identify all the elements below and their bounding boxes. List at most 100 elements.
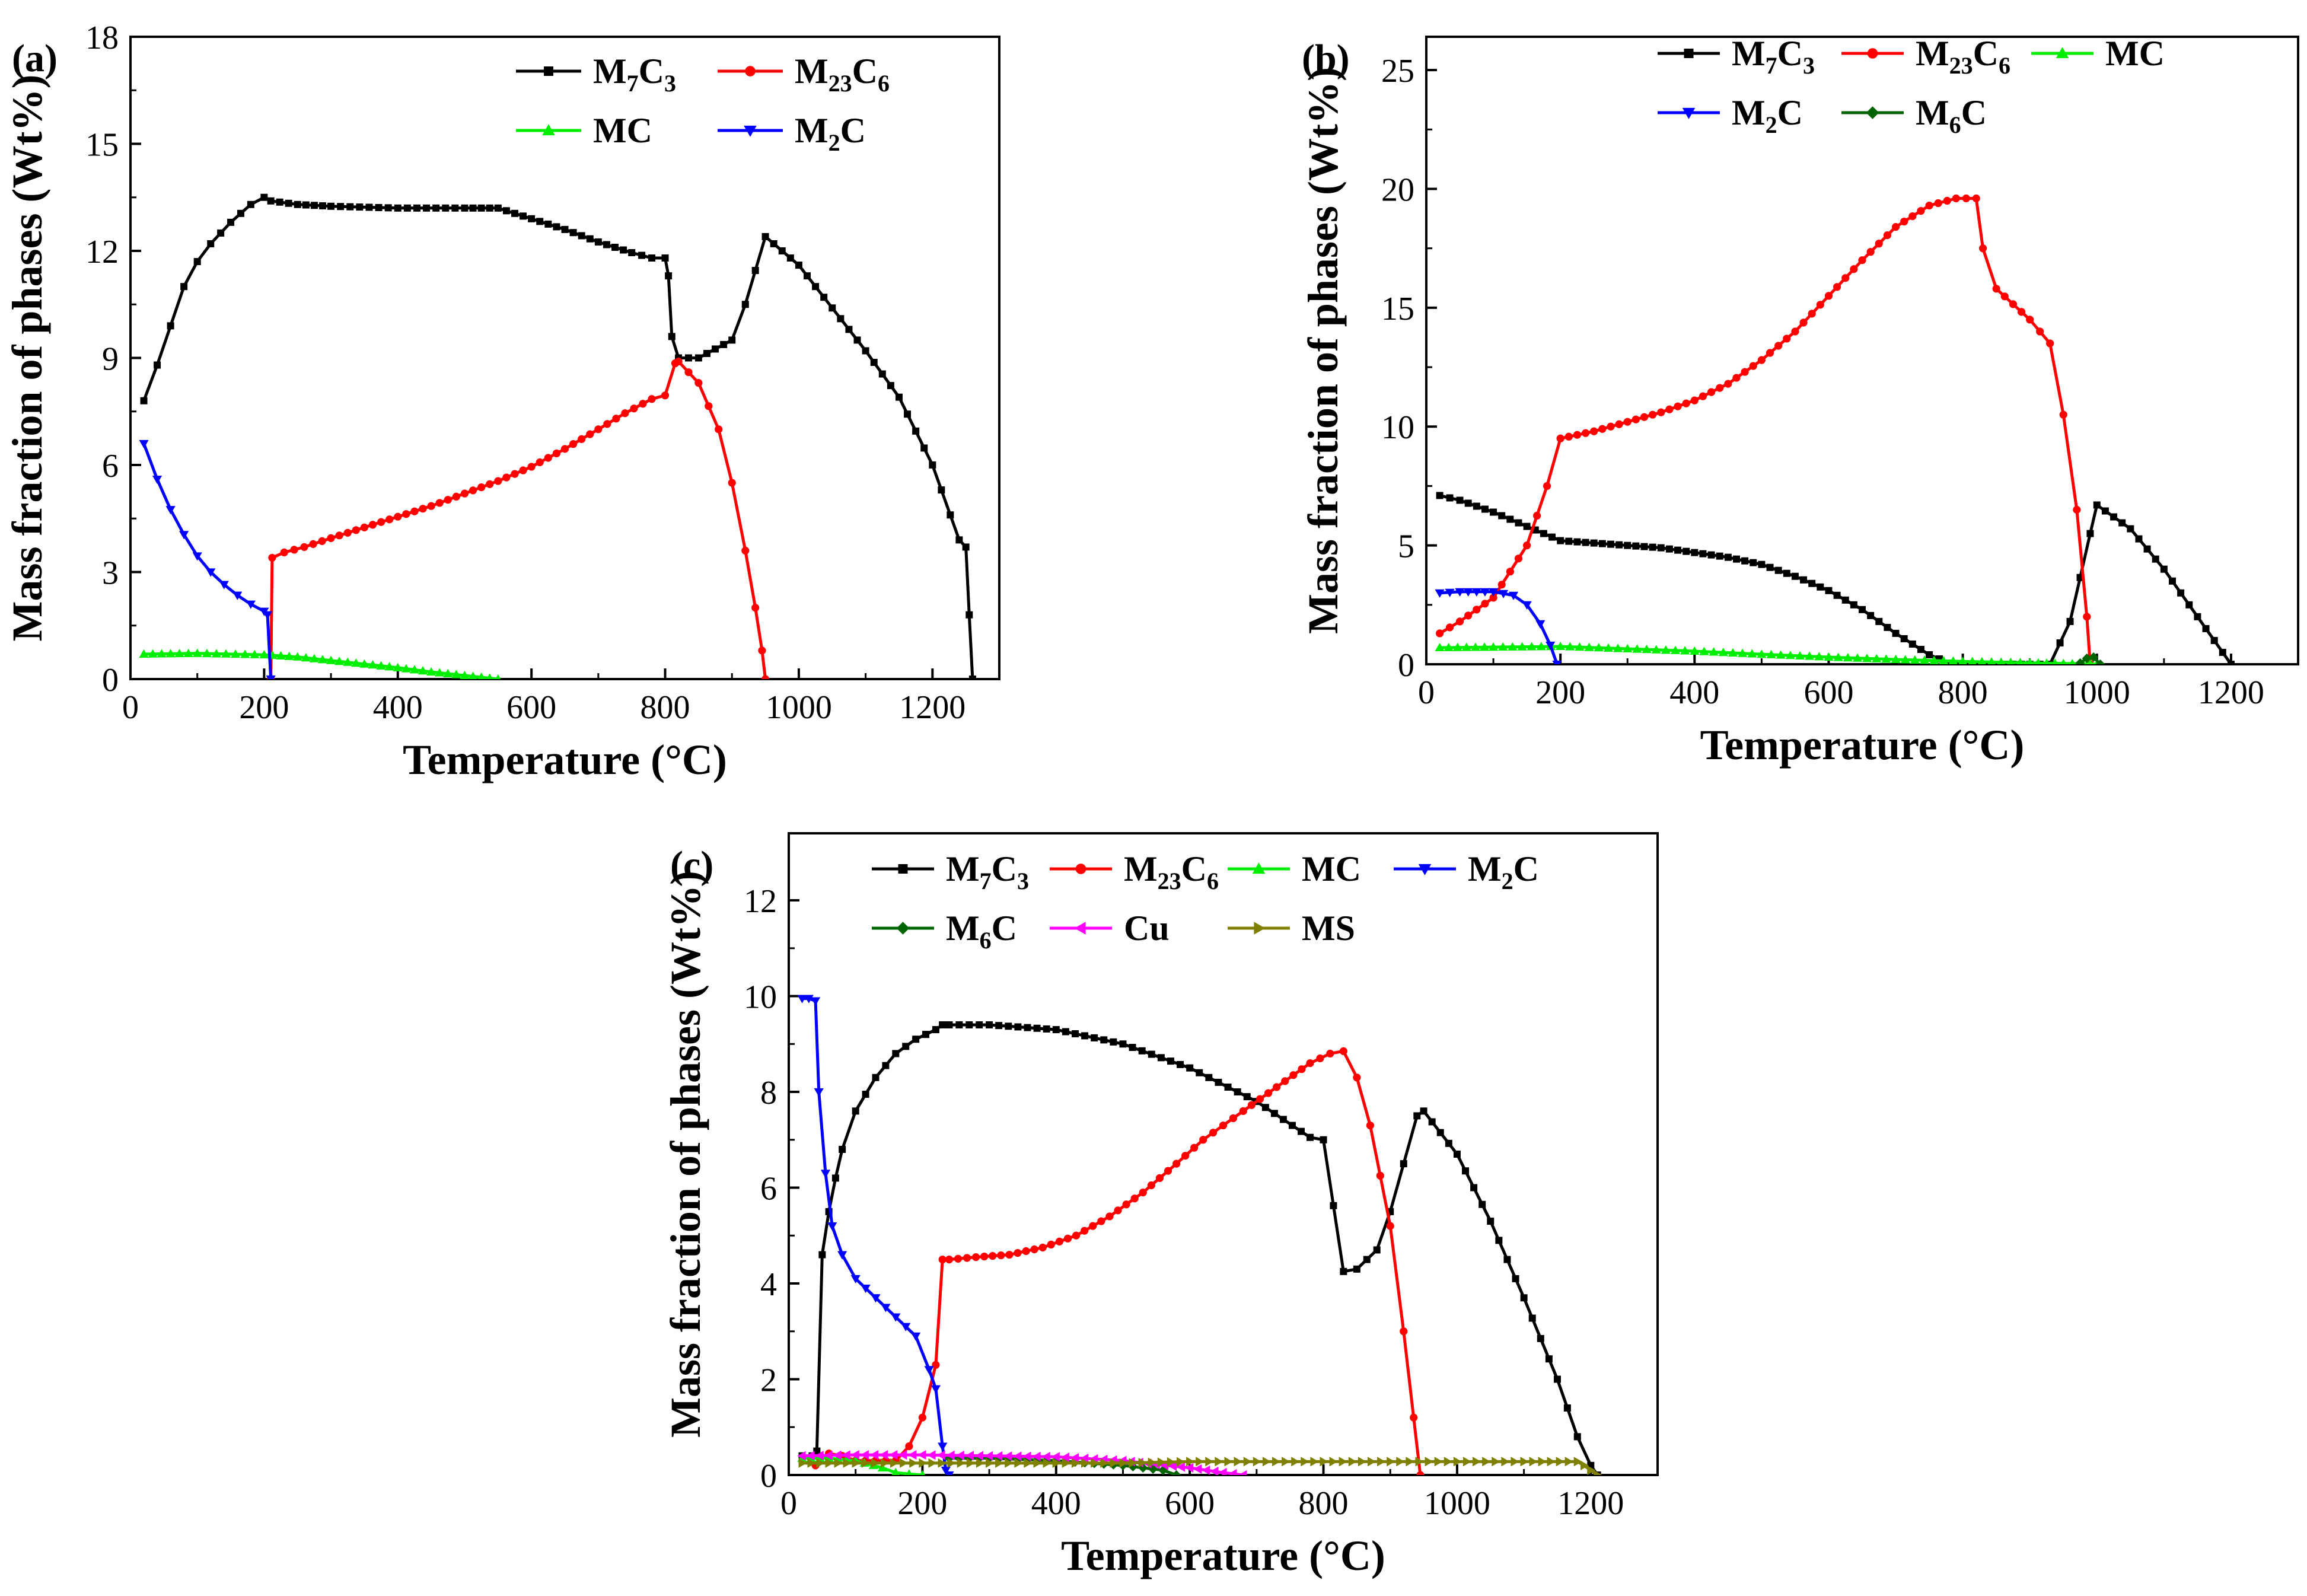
data-point-MC bbox=[1536, 642, 1546, 651]
data-point-MC bbox=[409, 665, 420, 674]
data-point-MS bbox=[1205, 1457, 1214, 1467]
data-point-M7C3 bbox=[1363, 1256, 1371, 1263]
data-point-M7C3 bbox=[2118, 519, 2126, 527]
data-point-M7C3 bbox=[968, 676, 976, 679]
data-point-M23C6 bbox=[945, 1256, 954, 1264]
data-point-MS bbox=[1564, 1457, 1573, 1467]
series-line-M23C6 bbox=[1439, 197, 2092, 664]
data-point-M7C3 bbox=[1758, 560, 1766, 568]
data-point-M2C bbox=[152, 475, 162, 485]
data-point-MC bbox=[1958, 657, 1967, 664]
data-point-M23C6 bbox=[1400, 1327, 1408, 1336]
data-point-MS bbox=[1329, 1457, 1338, 1467]
data-point-Cu bbox=[888, 1450, 898, 1460]
data-point-M23C6 bbox=[394, 512, 402, 521]
data-point-M7C3 bbox=[1545, 1355, 1553, 1363]
data-point-M7C3 bbox=[1330, 1202, 1337, 1209]
data-point-M7C3 bbox=[1445, 1139, 1452, 1147]
panel-label: (b) bbox=[1302, 37, 1350, 80]
legend: M7C3 M23C6 MC M2C bbox=[516, 52, 890, 156]
data-point-M7C3 bbox=[2185, 601, 2193, 609]
data-point-M23C6 bbox=[1716, 384, 1724, 392]
data-point-MS bbox=[880, 1458, 890, 1468]
data-point-MC bbox=[1785, 651, 1795, 660]
data-point-M23C6 bbox=[1306, 1059, 1314, 1068]
data-point-M23C6 bbox=[1962, 194, 1970, 203]
series-M7C3 bbox=[798, 1021, 1601, 1475]
data-point-MC bbox=[183, 648, 193, 657]
data-point-Cu bbox=[936, 1450, 945, 1460]
data-point-M23C6 bbox=[1799, 318, 1808, 327]
legend-marker-M7C3 bbox=[1684, 49, 1694, 58]
data-point-M23C6 bbox=[377, 518, 385, 526]
data-point-M7C3 bbox=[2194, 613, 2201, 620]
data-point-Cu bbox=[806, 1451, 815, 1461]
data-point-M23C6 bbox=[1055, 1237, 1064, 1245]
data-point-M7C3 bbox=[628, 249, 636, 257]
data-point-M7C3 bbox=[1791, 572, 1799, 580]
data-point-M23C6 bbox=[1481, 600, 1489, 608]
data-point-Cu bbox=[1238, 1470, 1247, 1475]
data-point-M7C3 bbox=[1841, 596, 1849, 604]
data-point-M23C6 bbox=[997, 1251, 1005, 1260]
data-point-M7C3 bbox=[1665, 545, 1673, 553]
data-point-MS bbox=[1339, 1457, 1347, 1467]
data-point-M23C6 bbox=[1883, 231, 1892, 240]
data-point-M7C3 bbox=[1657, 544, 1665, 552]
data-point-M23C6 bbox=[2036, 327, 2044, 336]
data-point-MS bbox=[966, 1458, 975, 1468]
data-point-M23C6 bbox=[1436, 629, 1444, 638]
data-point-M7C3 bbox=[1478, 1200, 1486, 1208]
series-M6C bbox=[2075, 652, 2105, 664]
data-point-M7C3 bbox=[553, 223, 560, 231]
legend-marker-MC bbox=[2056, 47, 2069, 59]
data-point-MC bbox=[1997, 657, 2005, 664]
x-tick-label: 400 bbox=[1669, 674, 1719, 711]
data-point-MC bbox=[1737, 648, 1748, 657]
data-point-M7C3 bbox=[356, 203, 364, 211]
data-point-Cu bbox=[833, 1450, 842, 1460]
data-point-M7C3 bbox=[939, 1021, 947, 1028]
data-point-M23C6 bbox=[1316, 1054, 1324, 1063]
data-point-Cu bbox=[927, 1450, 936, 1460]
data-point-M7C3 bbox=[804, 272, 811, 280]
data-point-M7C3 bbox=[1224, 1083, 1232, 1091]
y-tick-label: 15 bbox=[1381, 291, 1414, 327]
data-point-M7C3 bbox=[180, 283, 188, 291]
data-point-MC bbox=[211, 649, 221, 658]
data-point-M23C6 bbox=[1239, 1107, 1247, 1115]
data-point-M23C6 bbox=[741, 546, 750, 555]
data-point-Cu bbox=[1041, 1451, 1050, 1462]
data-point-M7C3 bbox=[1420, 1107, 1427, 1115]
data-point-M7C3 bbox=[751, 267, 759, 275]
data-point-M23C6 bbox=[1190, 1143, 1199, 1152]
data-point-M23C6 bbox=[1978, 244, 1987, 253]
data-point-M7C3 bbox=[1867, 611, 1875, 619]
data-point-M7C3 bbox=[962, 543, 970, 551]
data-point-M23C6 bbox=[1497, 581, 1506, 589]
data-point-M2C bbox=[924, 1366, 934, 1375]
data-point-MS bbox=[816, 1458, 825, 1468]
data-point-M7C3 bbox=[267, 197, 275, 205]
data-point-MC bbox=[326, 655, 336, 664]
y-tick-label: 8 bbox=[760, 1075, 777, 1111]
data-point-M23C6 bbox=[343, 528, 352, 537]
data-point-M23C6 bbox=[1707, 388, 1716, 396]
data-point-M23C6 bbox=[1783, 335, 1791, 343]
data-point-M7C3 bbox=[887, 382, 894, 390]
data-point-MS bbox=[938, 1458, 947, 1468]
data-point-MS bbox=[1492, 1457, 1500, 1467]
data-point-Cu bbox=[984, 1451, 993, 1461]
data-point-M7C3 bbox=[2135, 535, 2143, 543]
data-point-M7C3 bbox=[1373, 1246, 1381, 1254]
data-point-MS bbox=[1138, 1458, 1147, 1468]
data-point-M6C bbox=[2082, 653, 2092, 664]
data-point-M23C6 bbox=[402, 510, 410, 518]
data-point-M7C3 bbox=[1833, 591, 1841, 599]
data-point-M7C3 bbox=[469, 204, 477, 212]
data-point-MC bbox=[250, 649, 260, 658]
data-point-M7C3 bbox=[260, 193, 268, 201]
data-point-M7C3 bbox=[703, 349, 710, 357]
legend-marker-M23C6 bbox=[1867, 48, 1878, 59]
data-point-M23C6 bbox=[594, 425, 603, 434]
